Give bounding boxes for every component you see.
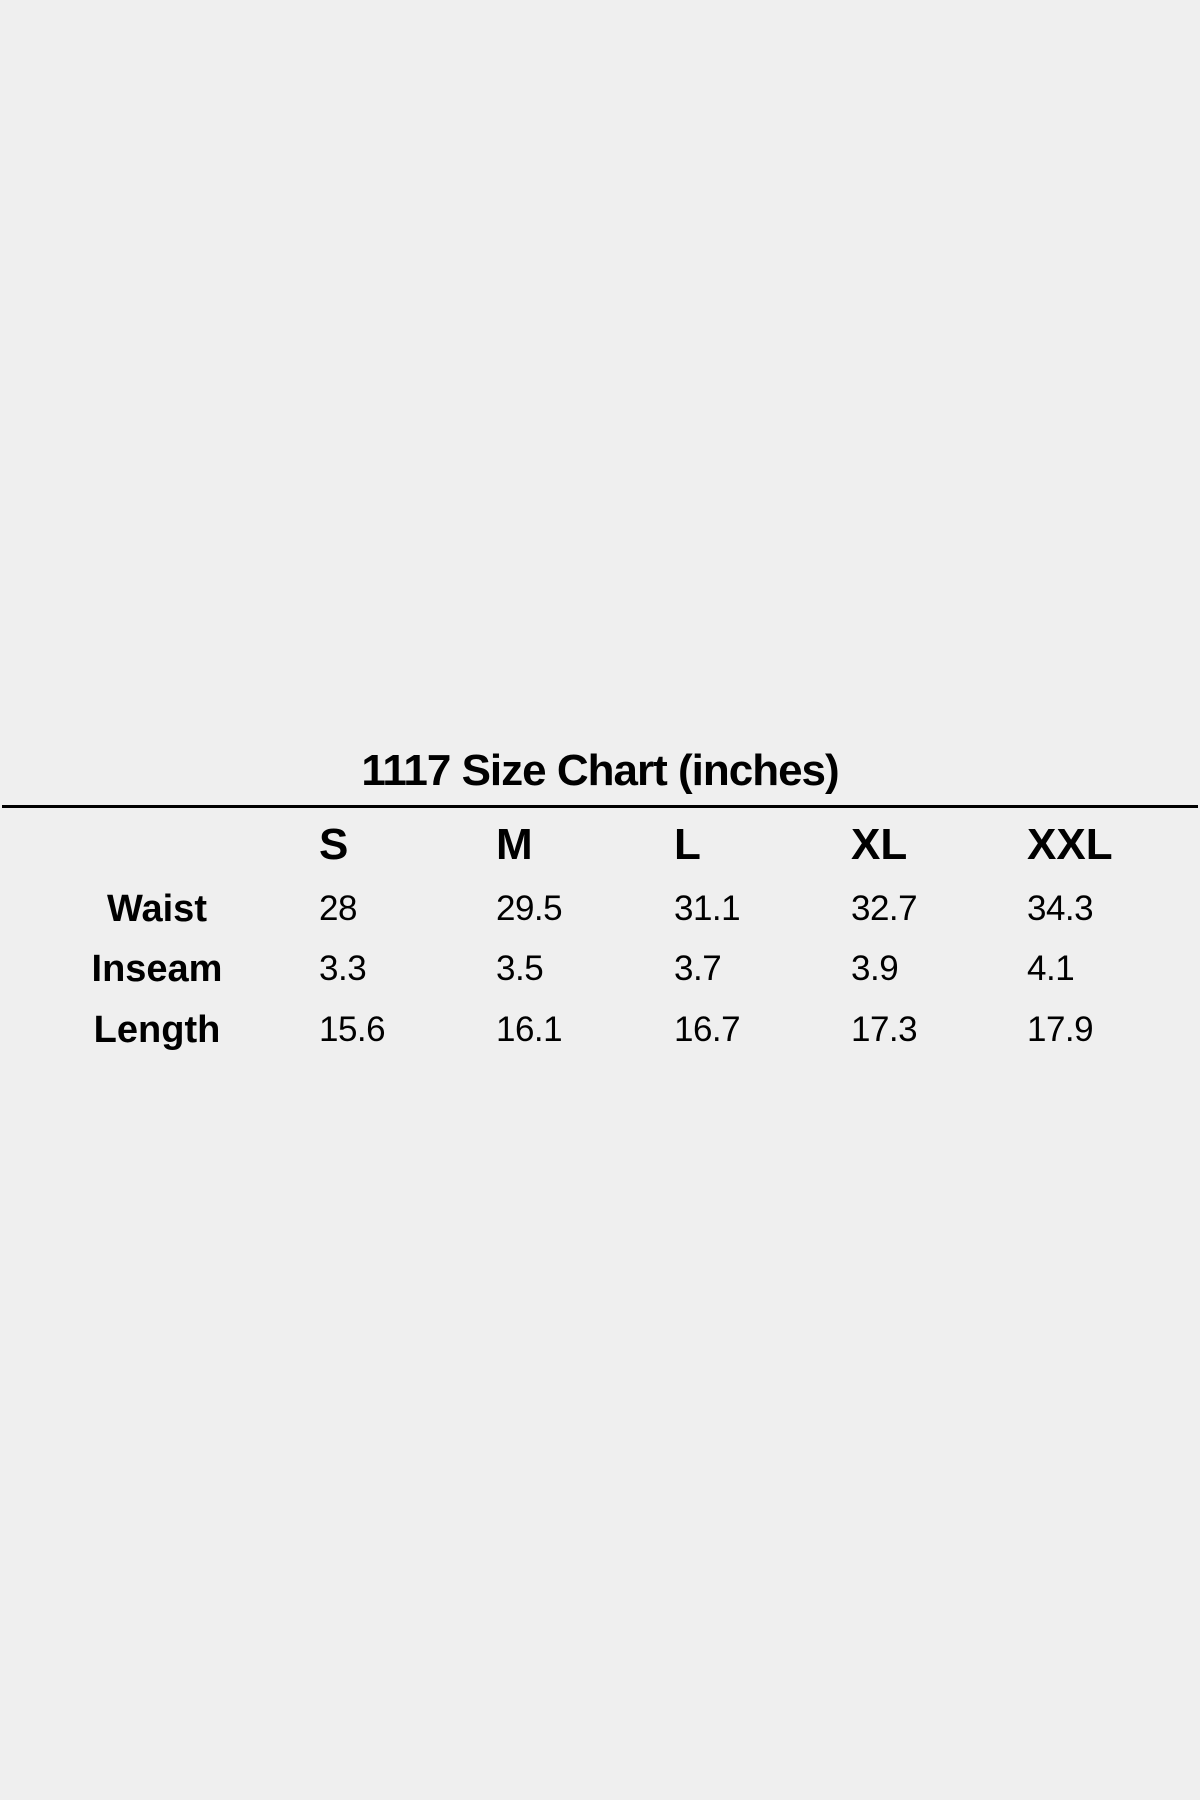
table-cell: 3.9	[851, 949, 899, 988]
table-cell: 28	[319, 889, 357, 928]
table-cell: 4.1	[1027, 949, 1075, 988]
column-header-m: M	[496, 820, 533, 869]
table-cell: 29.5	[496, 889, 563, 928]
table-cell: 17.3	[851, 1010, 918, 1049]
table-cell: 32.7	[851, 889, 918, 928]
column-header-l: L	[674, 820, 701, 869]
table-cell: 31.1	[674, 889, 741, 928]
row-label: Inseam	[91, 948, 223, 990]
table-cell: 3.7	[674, 949, 722, 988]
table-header-row: S M L XL XXL	[0, 820, 1200, 870]
table-row-inseam: Inseam 3.3 3.5 3.7 3.9 4.1	[0, 944, 1200, 994]
table-cell: 3.5	[496, 949, 544, 988]
table-cell: 17.9	[1027, 1010, 1094, 1049]
column-header-xxl: XXL	[1027, 820, 1113, 869]
table-cell: 34.3	[1027, 889, 1094, 928]
table-cell: 15.6	[319, 1010, 386, 1049]
column-header-s: S	[319, 820, 349, 869]
table-row-length: Length 15.6 16.1 16.7 17.3 17.9	[0, 1005, 1200, 1055]
table-cell: 3.3	[319, 949, 367, 988]
title-divider	[2, 805, 1198, 808]
row-label: Waist	[107, 888, 207, 930]
size-chart-title: 1117 Size Chart (inches)	[361, 746, 839, 795]
table-row-waist: Waist 28 29.5 31.1 32.7 34.3	[0, 884, 1200, 934]
table-cell: 16.1	[496, 1010, 563, 1049]
row-label: Length	[93, 1009, 221, 1051]
table-cell: 16.7	[674, 1010, 741, 1049]
column-header-xl: XL	[851, 820, 908, 869]
